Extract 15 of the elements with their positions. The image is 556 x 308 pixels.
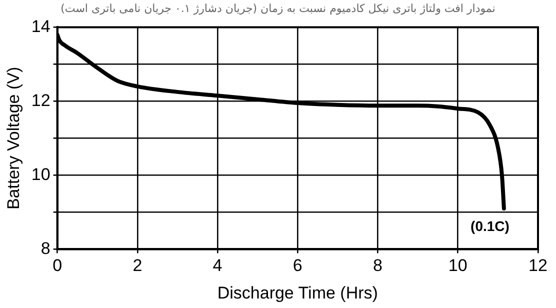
y-tick-label: 14 — [31, 16, 50, 36]
chart-title: نمودار افت ولتاژ باتری نیکل کادمیوم نسبت به زمان (جریان دشارژ ۰.۱ جریان نامی باتری است) — [60, 2, 496, 15]
x-axis-title: Discharge Time (Hrs) — [217, 283, 378, 302]
x-tick-label: 10 — [448, 256, 468, 276]
annotation: (0.1C) — [470, 218, 510, 234]
x-tick-label: 4 — [212, 256, 222, 276]
x-tick-label: 12 — [528, 256, 548, 276]
x-tick-label: 6 — [292, 256, 302, 276]
x-tick-label: 2 — [132, 256, 142, 276]
y-tick-label: 10 — [31, 164, 50, 184]
x-tick-label: 0 — [52, 256, 62, 276]
y-tick-label: 12 — [31, 90, 50, 110]
x-tick-label: 8 — [373, 256, 383, 276]
y-axis-title: Battery Voltage (V) — [4, 66, 23, 210]
y-tick-label: 8 — [40, 238, 50, 258]
